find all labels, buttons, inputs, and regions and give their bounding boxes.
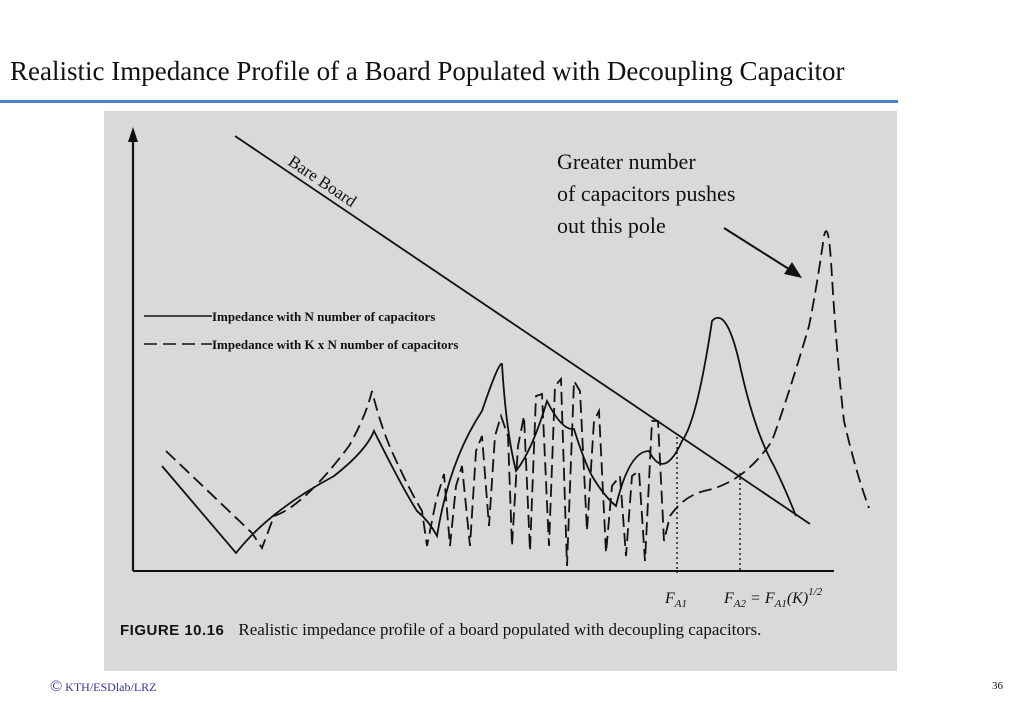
y-axis-arrow-icon [128, 127, 138, 142]
page-number: 36 [992, 680, 1003, 692]
bare-board-label: Bare Board [285, 152, 361, 212]
impedance-n-curve [161, 316, 797, 555]
fa2-formula: FA2 = FA1(K)1/2 [723, 586, 823, 610]
annotation-line: of capacitors pushes [557, 181, 735, 206]
annotation-line: Greater number [557, 149, 696, 174]
figure-caption-label: FIGURE 10.16 [120, 622, 225, 639]
figure-caption: FIGURE 10.16 Realistic impedance profile … [120, 619, 885, 641]
annotation-arrow-icon [784, 262, 802, 278]
copyright-icon: © [50, 678, 63, 695]
impedance-kn-curve [165, 230, 870, 567]
footer-text: KTH/ESDlab/LRZ [65, 680, 157, 694]
pole-annotation: Greater number of capacitors pushes out … [557, 149, 741, 238]
annotation-arrow-line [723, 227, 793, 272]
legend-solid-label: Impedance with N number of capacitors [212, 309, 435, 324]
fa1-label: FA1 [664, 590, 687, 610]
footer-copyright: © KTH/ESDlab/LRZ [50, 678, 156, 696]
title-underline [0, 100, 898, 103]
figure-caption-text: Realistic impedance profile of a board p… [238, 620, 762, 639]
slide-title: Realistic Impedance Profile of a Board P… [10, 56, 845, 86]
bare-board-line [234, 135, 811, 525]
annotation-line: out this pole [557, 213, 666, 238]
impedance-diagram: Bare Board Greater number of capacitors … [128, 127, 870, 610]
impedance-figure: Bare Board Greater number of capacitors … [104, 111, 897, 671]
legend-dashed-label: Impedance with K x N number of capacitor… [212, 337, 458, 352]
